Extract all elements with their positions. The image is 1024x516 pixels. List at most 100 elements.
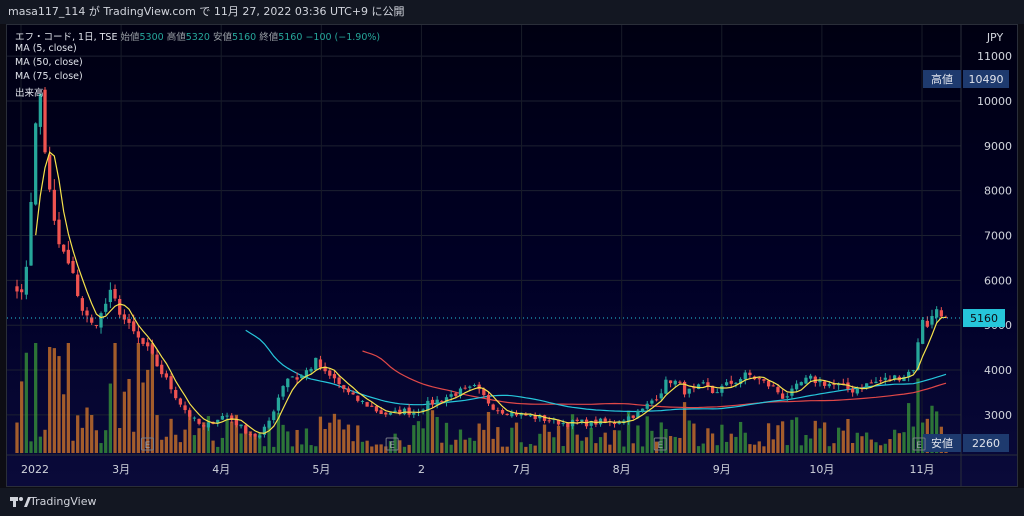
candle-body (90, 317, 94, 323)
candle-body (682, 381, 687, 395)
candle-body (346, 388, 351, 393)
candle-body (295, 377, 299, 380)
volume-bar (673, 436, 677, 453)
candle-body (412, 412, 416, 415)
volume-bar (902, 432, 906, 453)
candle-body (879, 380, 883, 382)
price-chart[interactable]: 30004000500060007000800090001000011000JP… (7, 25, 1017, 486)
candle-body (902, 376, 906, 382)
volume-bar (435, 416, 439, 453)
volume-bar (935, 411, 939, 453)
volume-bar (570, 414, 575, 453)
volume-bar (258, 433, 262, 453)
candle-body (239, 424, 243, 427)
candle-body (71, 261, 75, 273)
volume-bar (276, 412, 281, 453)
volume-bar (865, 432, 869, 453)
candle-body (538, 415, 542, 419)
volume-bar (766, 423, 771, 453)
volume-bar (365, 440, 369, 453)
earnings-marker: E (145, 441, 151, 451)
candle-body (80, 298, 84, 311)
candle-body (734, 382, 738, 384)
volume-bar (771, 439, 775, 453)
volume-bar (388, 441, 393, 453)
volume-bar (930, 405, 934, 453)
candle-body (136, 331, 141, 338)
volume-bar (589, 427, 593, 453)
candle-body (785, 396, 789, 398)
candle-body (612, 422, 617, 425)
candle-body (267, 420, 271, 428)
candle-body (486, 394, 491, 404)
earnings-marker-box (140, 437, 154, 451)
candle-body (202, 425, 206, 427)
volume-bar (234, 414, 239, 453)
volume-bar (514, 422, 519, 453)
candle-body (272, 411, 276, 421)
volume-bar (118, 428, 122, 453)
volume-bar (66, 343, 70, 453)
chart-frame[interactable]: 30004000500060007000800090001000011000JP… (6, 24, 1018, 487)
candle-body (496, 410, 500, 412)
candle-body (276, 397, 281, 411)
candle-body (836, 384, 841, 386)
close-label: 終値 (259, 32, 279, 43)
volume-bar (598, 437, 603, 453)
earnings-marker: E (389, 441, 395, 451)
volume-bar (346, 424, 351, 453)
candle-body (314, 357, 318, 370)
candle-body (561, 423, 565, 425)
candle-body (678, 381, 682, 383)
legend-symbol: エフ・コード, 1日, TSE (15, 32, 118, 43)
legend-ma75[interactable]: MA (75, close) (15, 71, 83, 82)
volume-bar (836, 427, 841, 453)
candle-body (197, 418, 201, 424)
volume-bar (808, 438, 813, 453)
candle-body (626, 416, 631, 422)
candle-body (169, 376, 173, 390)
legend-ohlc: エフ・コード, 1日, TSE 始値5300 高値5320 安値5160 終値5… (15, 29, 380, 43)
volume-bar (332, 413, 337, 453)
candle-body (290, 376, 295, 378)
legend-volume[interactable]: 出来高 (15, 88, 44, 99)
volume-bar (687, 420, 691, 453)
volume-bar (491, 438, 495, 453)
volume-bar (192, 435, 197, 453)
legend-ma50[interactable]: MA (50, close) (15, 57, 83, 68)
candle-body (388, 412, 393, 415)
volume-bar (94, 430, 98, 453)
candle-body (52, 189, 56, 221)
candle-body (262, 426, 267, 435)
legend-ma5[interactable]: MA (5, close) (15, 43, 77, 54)
volume-bar (682, 402, 687, 453)
volume-bar (337, 419, 341, 453)
candle-body (370, 405, 374, 407)
volume-bar (416, 421, 421, 453)
volume-bar (860, 436, 864, 453)
candle-body (398, 409, 402, 415)
volume-bar (444, 422, 449, 453)
volume-bar (893, 429, 897, 453)
earnings-marker-box (653, 437, 667, 451)
volume-bar (654, 441, 659, 453)
ma75-line (362, 350, 947, 409)
volume-bar (34, 343, 38, 453)
candle-body (556, 419, 561, 425)
candle-body (603, 418, 607, 423)
candle-body (160, 364, 164, 375)
volume-bar (164, 436, 169, 453)
volume-bar (29, 441, 33, 453)
price-tags: 5160 高値 10490 安値 2260 (7, 70, 1009, 452)
candle-body (426, 400, 430, 411)
volume-bar (510, 427, 514, 453)
candle-body (636, 410, 640, 418)
volume-bar (584, 437, 589, 453)
x-tick-label: 2 (418, 463, 425, 476)
volume-bar (561, 446, 565, 453)
candle-body (748, 372, 752, 376)
ma5-line (35, 151, 947, 434)
volume-bar (603, 432, 607, 453)
candle-body (911, 370, 915, 372)
